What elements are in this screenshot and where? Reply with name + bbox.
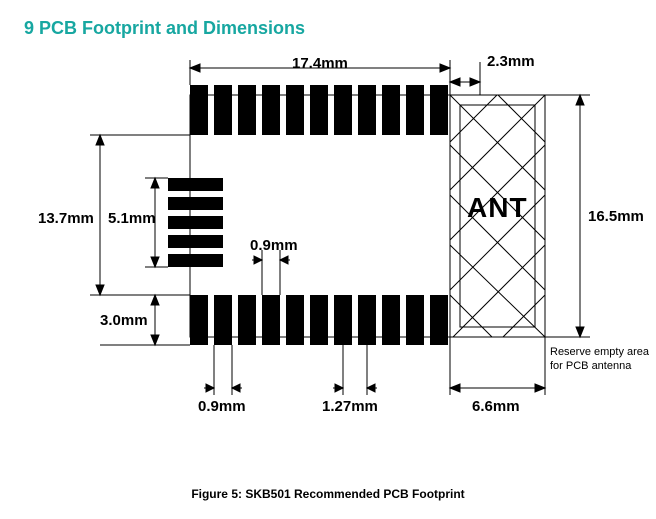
dim-pitch [333,345,377,395]
figure-caption: Figure 5: SKB501 Recommended PCB Footpri… [0,487,656,501]
label-bottom-gap: 3.0mm [100,312,148,329]
dim-top-right [450,62,480,95]
antenna-label: ANT [467,192,528,224]
label-side-height: 5.1mm [108,210,156,227]
label-top-right: 2.3mm [487,53,535,70]
footprint-diagram [0,0,656,519]
dim-pad-width-upper [252,250,290,295]
label-right-height: 16.5mm [588,208,644,225]
label-top-width: 17.4mm [292,55,348,72]
top-pads [190,85,448,135]
side-pads [168,178,223,267]
dim-right-height [545,95,590,337]
label-left-height: 13.7mm [38,210,94,227]
label-pad-width-lower: 0.9mm [198,398,246,415]
label-ant-width: 6.6mm [472,398,520,415]
label-pitch: 1.27mm [322,398,378,415]
label-pad-width-upper: 0.9mm [250,237,298,254]
bottom-pads [190,295,448,345]
reserve-note: Reserve empty area for PCB antenna [550,345,650,374]
dim-ant-width [450,337,545,395]
dim-pad-width-lower [204,345,242,395]
